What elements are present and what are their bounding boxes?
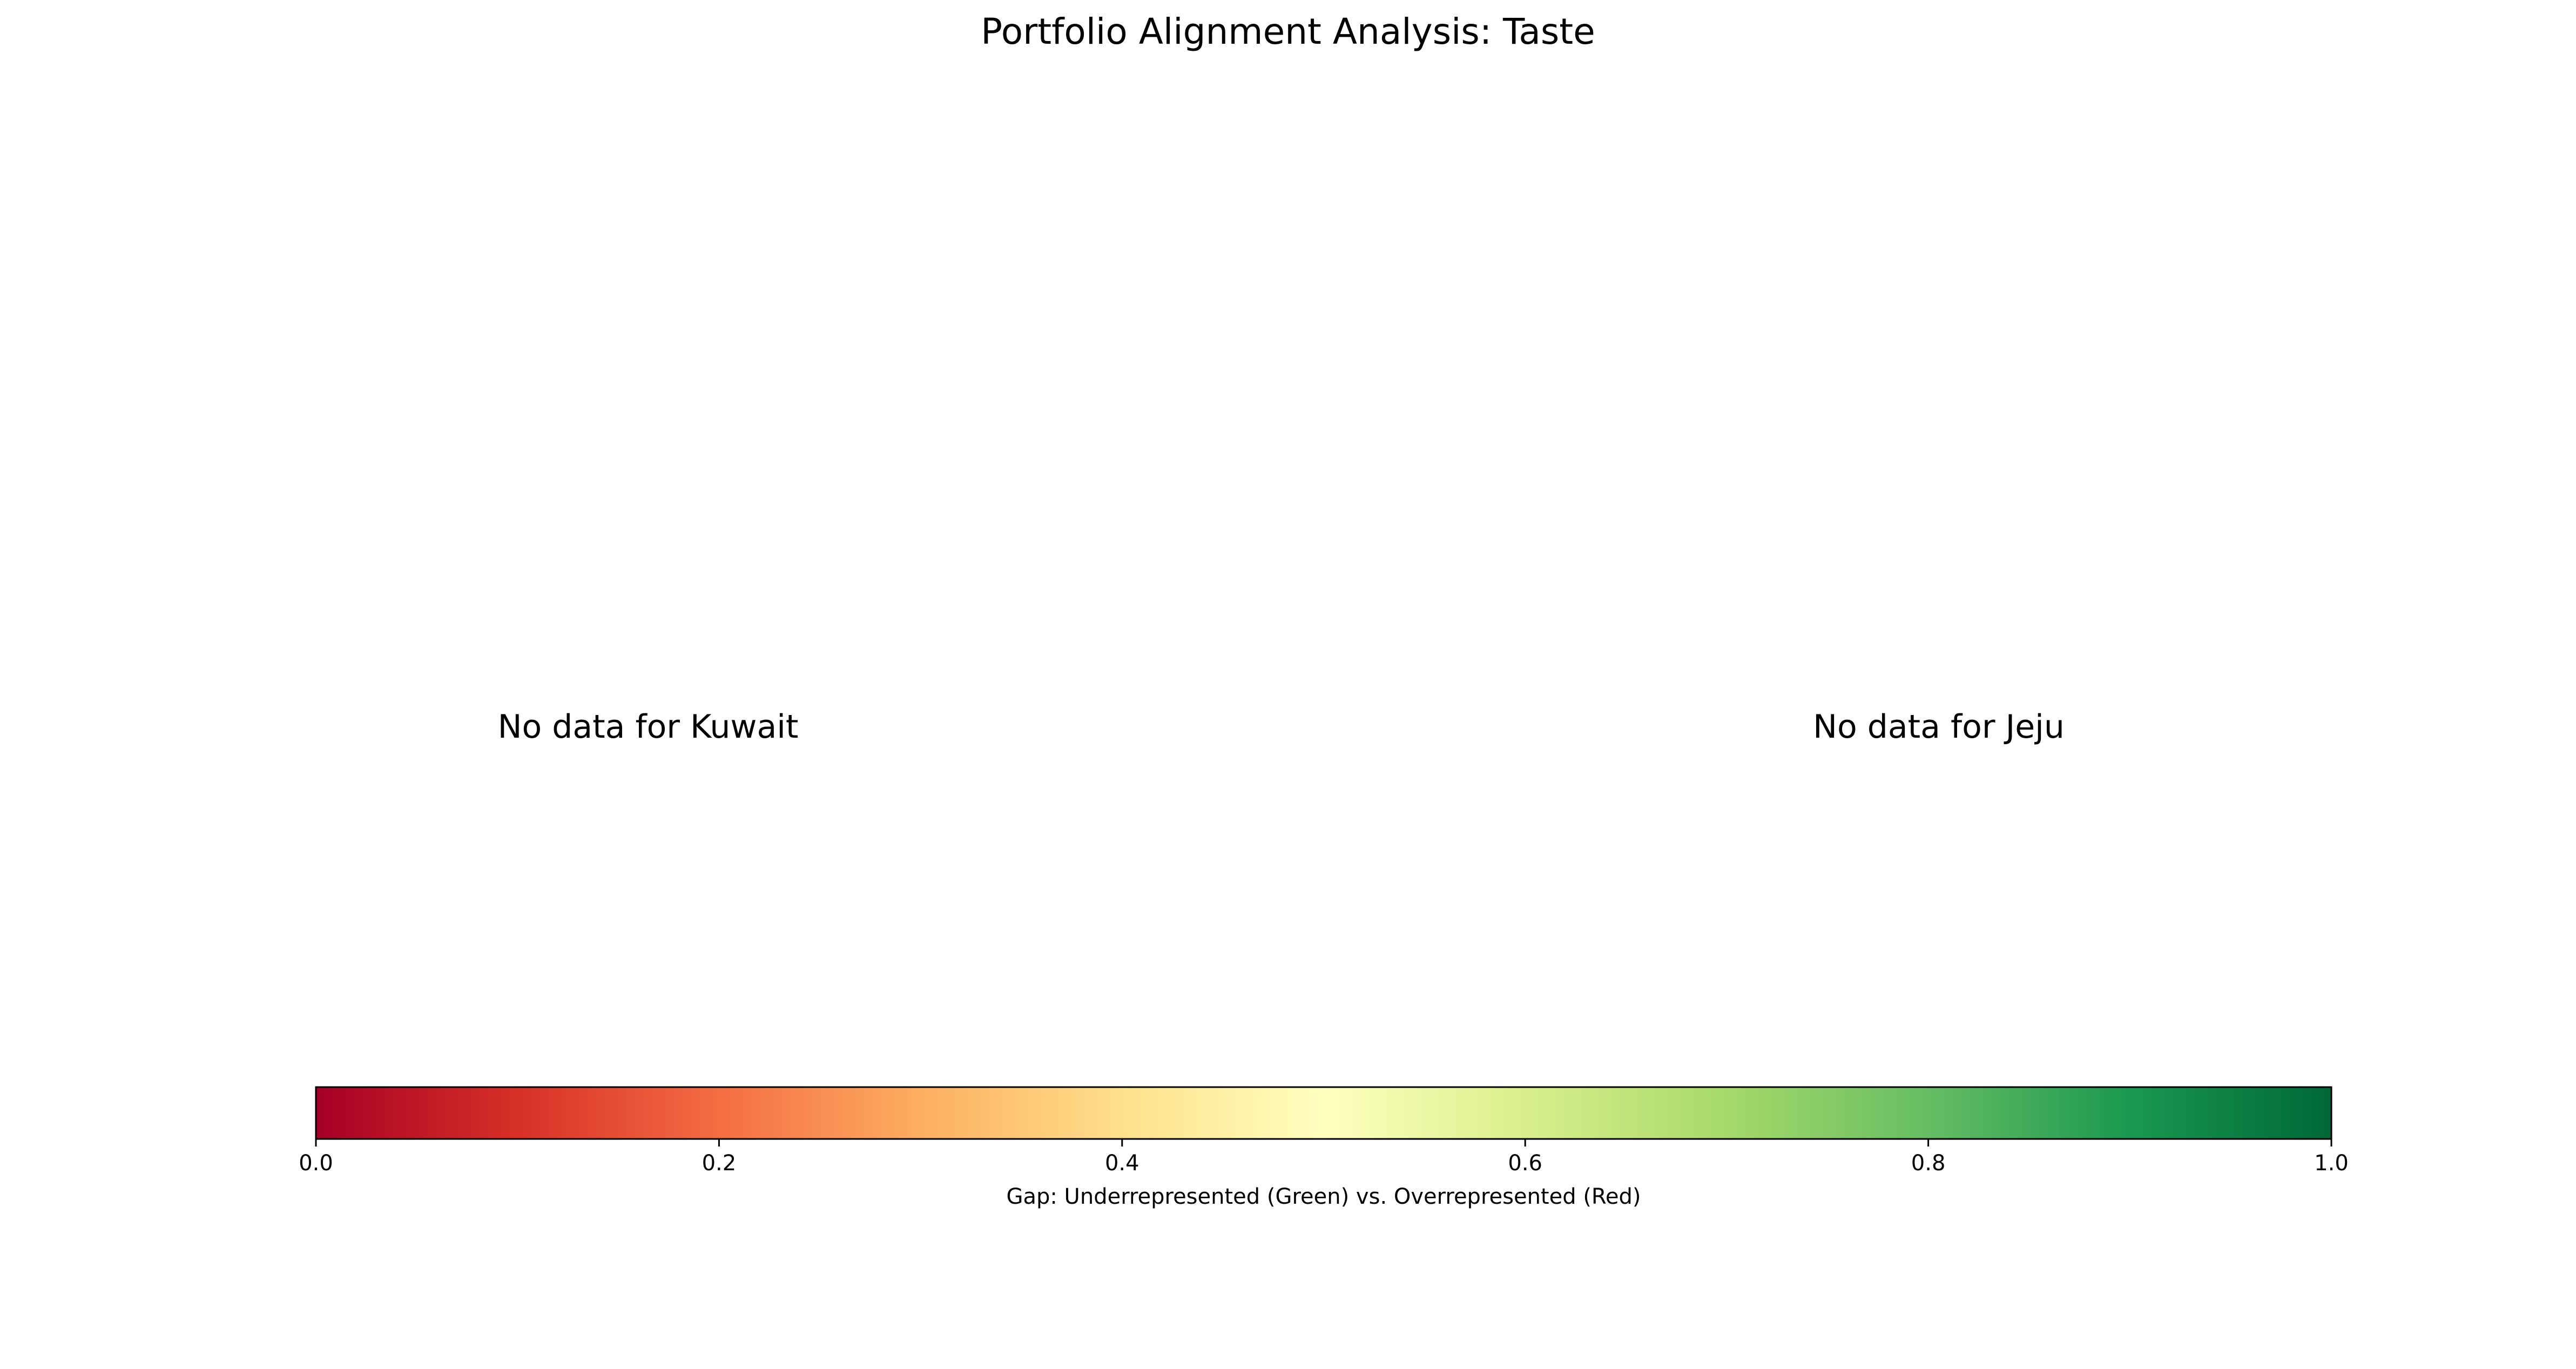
colorbar-gradient [316,1087,2331,1139]
colorbar-tick-label: 0.0 [299,1151,333,1176]
colorbar-tick-label: 0.2 [702,1151,737,1176]
colorbar-tick-label: 0.6 [1508,1151,1542,1176]
colorbar-tick-label: 0.8 [1911,1151,1946,1176]
colorbar-tick-label: 0.4 [1105,1151,1139,1176]
colorbar-frame [315,1086,2332,1140]
no-data-message-left: No data for Kuwait [497,708,799,746]
colorbar-label: Gap: Underrepresented (Green) vs. Overre… [1006,1184,1641,1209]
no-data-message-right: No data for Jeju [1813,708,2065,746]
chart-title: Portfolio Alignment Analysis: Taste [981,11,1595,52]
colorbar-tick-label: 1.0 [2314,1151,2349,1176]
colorbar-ticks: 0.0 0.2 0.4 0.6 0.8 1.0 [299,1139,2349,1176]
